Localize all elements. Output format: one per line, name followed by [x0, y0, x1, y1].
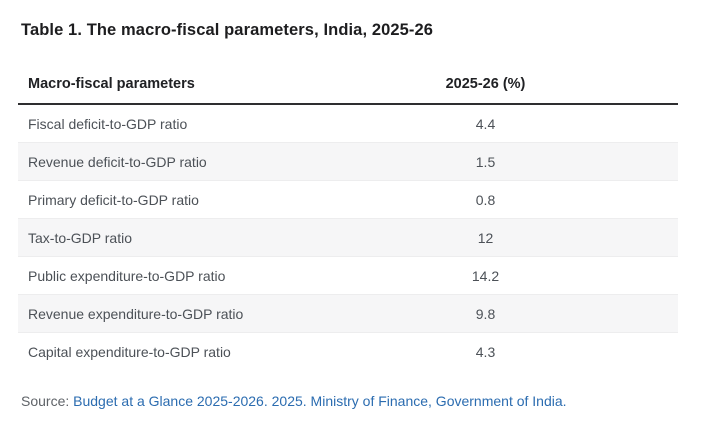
table-row: Primary deficit-to-GDP ratio 0.8: [18, 181, 678, 219]
source-label: Source:: [21, 393, 70, 409]
parameter-cell: Public expenditure-to-GDP ratio: [28, 267, 226, 284]
value-cell: 14.2: [471, 267, 500, 284]
table-row: Fiscal deficit-to-GDP ratio 4.4: [18, 105, 678, 143]
table-title: Table 1. The macro-fiscal parameters, In…: [21, 21, 434, 39]
parameter-cell: Tax-to-GDP ratio: [28, 229, 132, 246]
parameter-cell: Revenue expenditure-to-GDP ratio: [28, 305, 244, 322]
parameter-cell: Primary deficit-to-GDP ratio: [28, 191, 199, 208]
macro-fiscal-table: Macro-fiscal parameters 2025-26 (%) Fisc…: [18, 65, 678, 371]
value-cell: 1.5: [475, 153, 496, 170]
parameter-cell: Revenue deficit-to-GDP ratio: [28, 153, 207, 170]
source-link[interactable]: Budget at a Glance 2025-2026. 2025. Mini…: [73, 393, 567, 409]
article-table-section: Table 1. The macro-fiscal parameters, In…: [0, 21, 725, 443]
table-row: Revenue deficit-to-GDP ratio 1.5: [18, 143, 678, 181]
parameter-cell: Fiscal deficit-to-GDP ratio: [28, 115, 188, 132]
table-row: Capital expenditure-to-GDP ratio 4.3: [18, 333, 678, 371]
table-header-row: Macro-fiscal parameters 2025-26 (%): [18, 65, 678, 105]
source-citation: Source: Budget at a Glance 2025-2026. 20…: [21, 393, 725, 409]
value-cell: 4.3: [475, 344, 496, 360]
column-header-year: 2025-26 (%): [445, 76, 526, 92]
value-cell: 9.8: [475, 305, 496, 322]
value-cell: 4.4: [475, 115, 496, 132]
table-row: Public expenditure-to-GDP ratio 14.2: [18, 257, 678, 295]
parameter-cell: Capital expenditure-to-GDP ratio: [28, 344, 231, 360]
value-cell: 12: [477, 229, 494, 246]
table-row: Revenue expenditure-to-GDP ratio 9.8: [18, 295, 678, 333]
column-header-parameters: Macro-fiscal parameters: [28, 76, 195, 92]
value-cell: 0.8: [475, 191, 496, 208]
table-row: Tax-to-GDP ratio 12: [18, 219, 678, 257]
